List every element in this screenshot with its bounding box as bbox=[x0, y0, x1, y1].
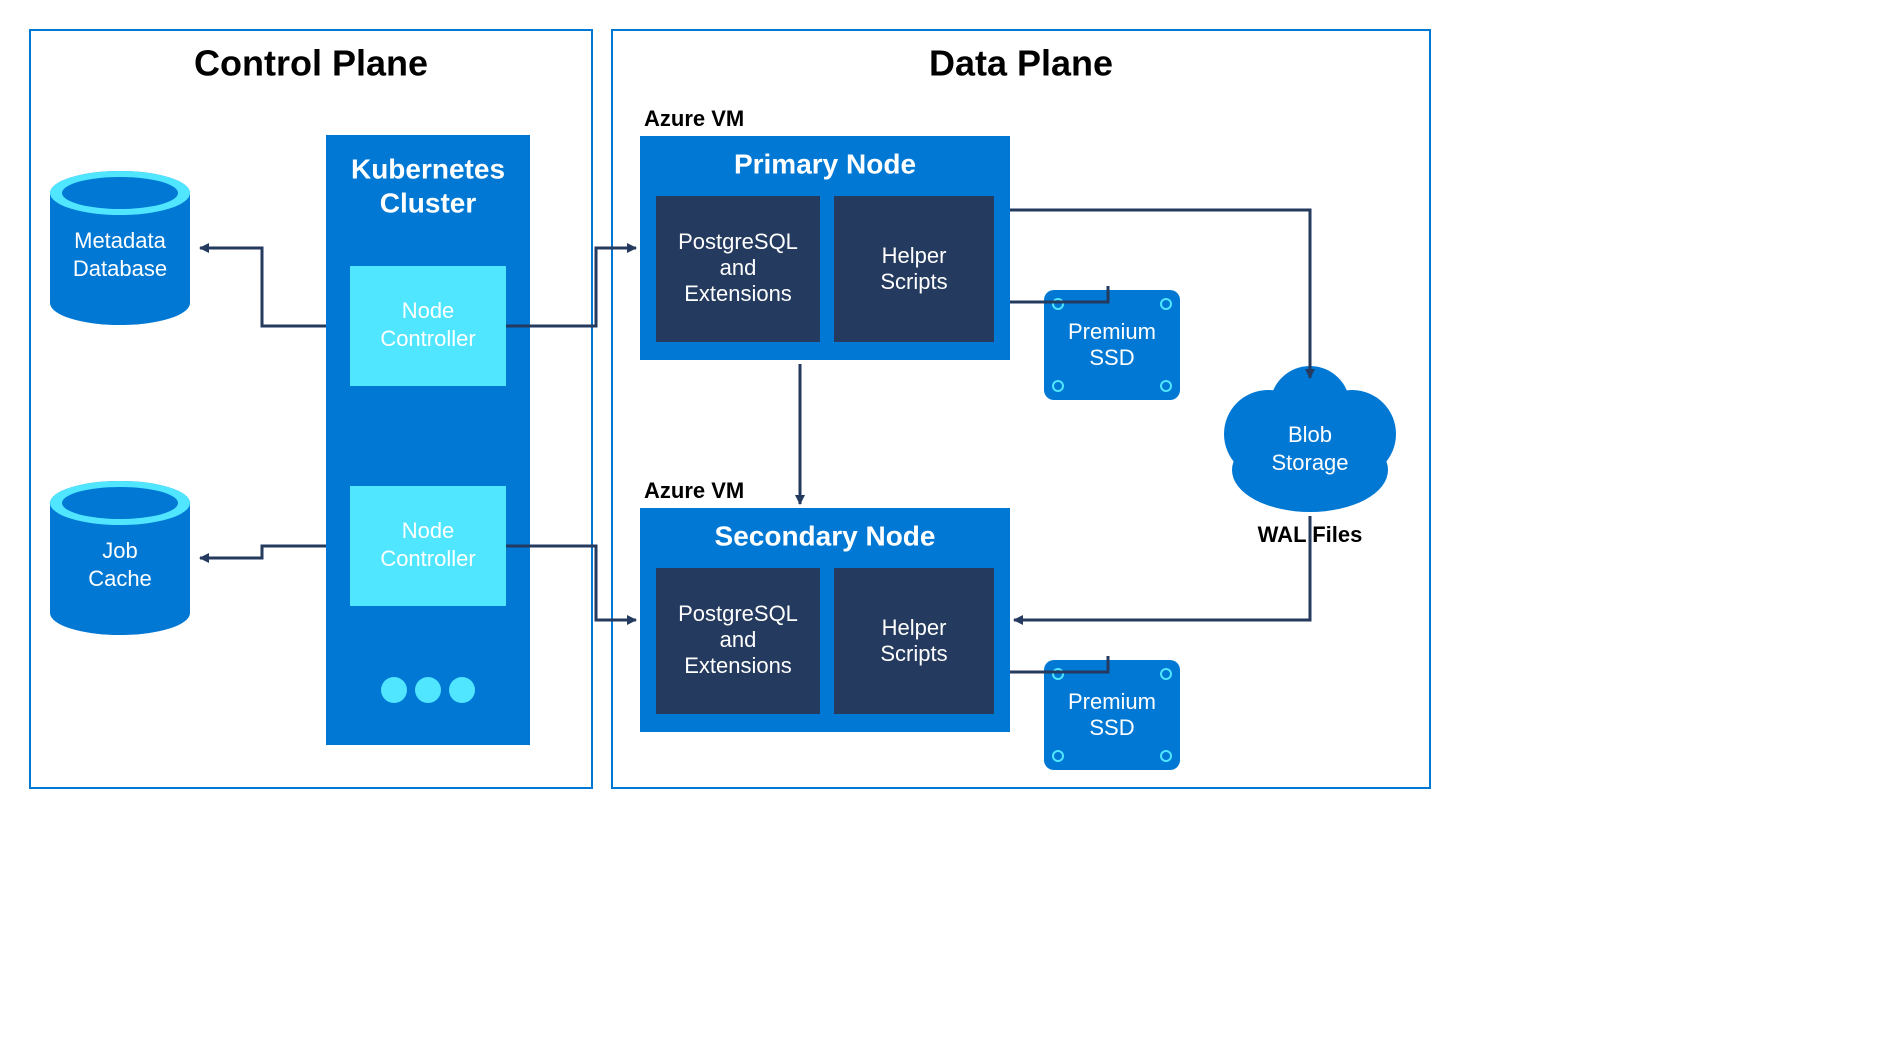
job-cache-icon: Job Cache bbox=[50, 481, 190, 635]
svg-text:Storage: Storage bbox=[1271, 450, 1348, 475]
secondary-node-label: Azure VM bbox=[644, 478, 744, 503]
kubernetes-cluster bbox=[326, 135, 530, 745]
svg-text:Node: Node bbox=[402, 518, 455, 543]
svg-text:and: and bbox=[720, 627, 757, 652]
svg-text:Metadata: Metadata bbox=[74, 228, 166, 253]
svg-text:Scripts: Scripts bbox=[880, 641, 947, 666]
svg-text:SSD: SSD bbox=[1089, 345, 1134, 370]
svg-text:Primary Node: Primary Node bbox=[734, 148, 916, 179]
svg-text:Scripts: Scripts bbox=[880, 269, 947, 294]
svg-text:Job: Job bbox=[102, 538, 137, 563]
svg-text:Database: Database bbox=[73, 256, 167, 281]
svg-text:Controller: Controller bbox=[380, 546, 475, 571]
svg-text:Kubernetes: Kubernetes bbox=[351, 153, 505, 184]
arrow-k8s-to-jobcache bbox=[200, 546, 326, 558]
svg-text:SSD: SSD bbox=[1089, 715, 1134, 740]
metadata-database-icon: Metadata Database bbox=[50, 171, 190, 325]
svg-text:Cache: Cache bbox=[88, 566, 152, 591]
primary-node-label: Azure VM bbox=[644, 106, 744, 131]
svg-text:Controller: Controller bbox=[380, 326, 475, 351]
svg-text:Extensions: Extensions bbox=[684, 281, 792, 306]
k8s-dot-icon bbox=[381, 677, 407, 703]
svg-text:and: and bbox=[720, 255, 757, 280]
svg-text:Extensions: Extensions bbox=[684, 653, 792, 678]
svg-text:PostgreSQL: PostgreSQL bbox=[678, 229, 798, 254]
svg-text:PostgreSQL: PostgreSQL bbox=[678, 601, 798, 626]
svg-text:Helper: Helper bbox=[882, 615, 947, 640]
svg-text:Secondary Node: Secondary Node bbox=[715, 520, 936, 551]
svg-text:Helper: Helper bbox=[882, 243, 947, 268]
blob-storage-icon: Blob Storage bbox=[1224, 366, 1396, 512]
svg-text:Blob: Blob bbox=[1288, 422, 1332, 447]
svg-text:Node: Node bbox=[402, 298, 455, 323]
svg-text:Premium: Premium bbox=[1068, 319, 1156, 344]
svg-text:Premium: Premium bbox=[1068, 689, 1156, 714]
data-plane-title: Data Plane bbox=[929, 43, 1113, 84]
k8s-dot-icon bbox=[449, 677, 475, 703]
control-plane-title: Control Plane bbox=[194, 43, 428, 84]
arrow-k8s-to-metadata bbox=[200, 248, 326, 326]
svg-text:Cluster: Cluster bbox=[380, 187, 477, 218]
k8s-dot-icon bbox=[415, 677, 441, 703]
